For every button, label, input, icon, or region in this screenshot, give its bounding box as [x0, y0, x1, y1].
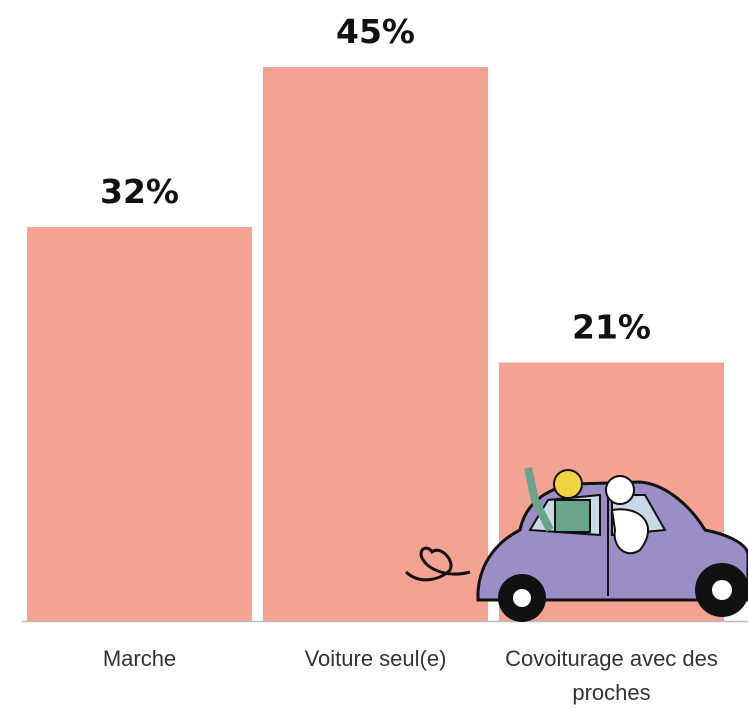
car-illustration — [404, 467, 748, 622]
value-label: 21% — [572, 307, 651, 346]
category-label: Voiture seul(e) — [304, 646, 447, 671]
bars — [27, 67, 724, 622]
value-label: 32% — [100, 172, 179, 211]
category-label: Covoiturage avec des proches — [505, 646, 718, 705]
bar — [263, 67, 488, 621]
value-label: 45% — [336, 12, 415, 51]
category-label: Marche — [102, 646, 177, 671]
bar — [27, 227, 252, 622]
